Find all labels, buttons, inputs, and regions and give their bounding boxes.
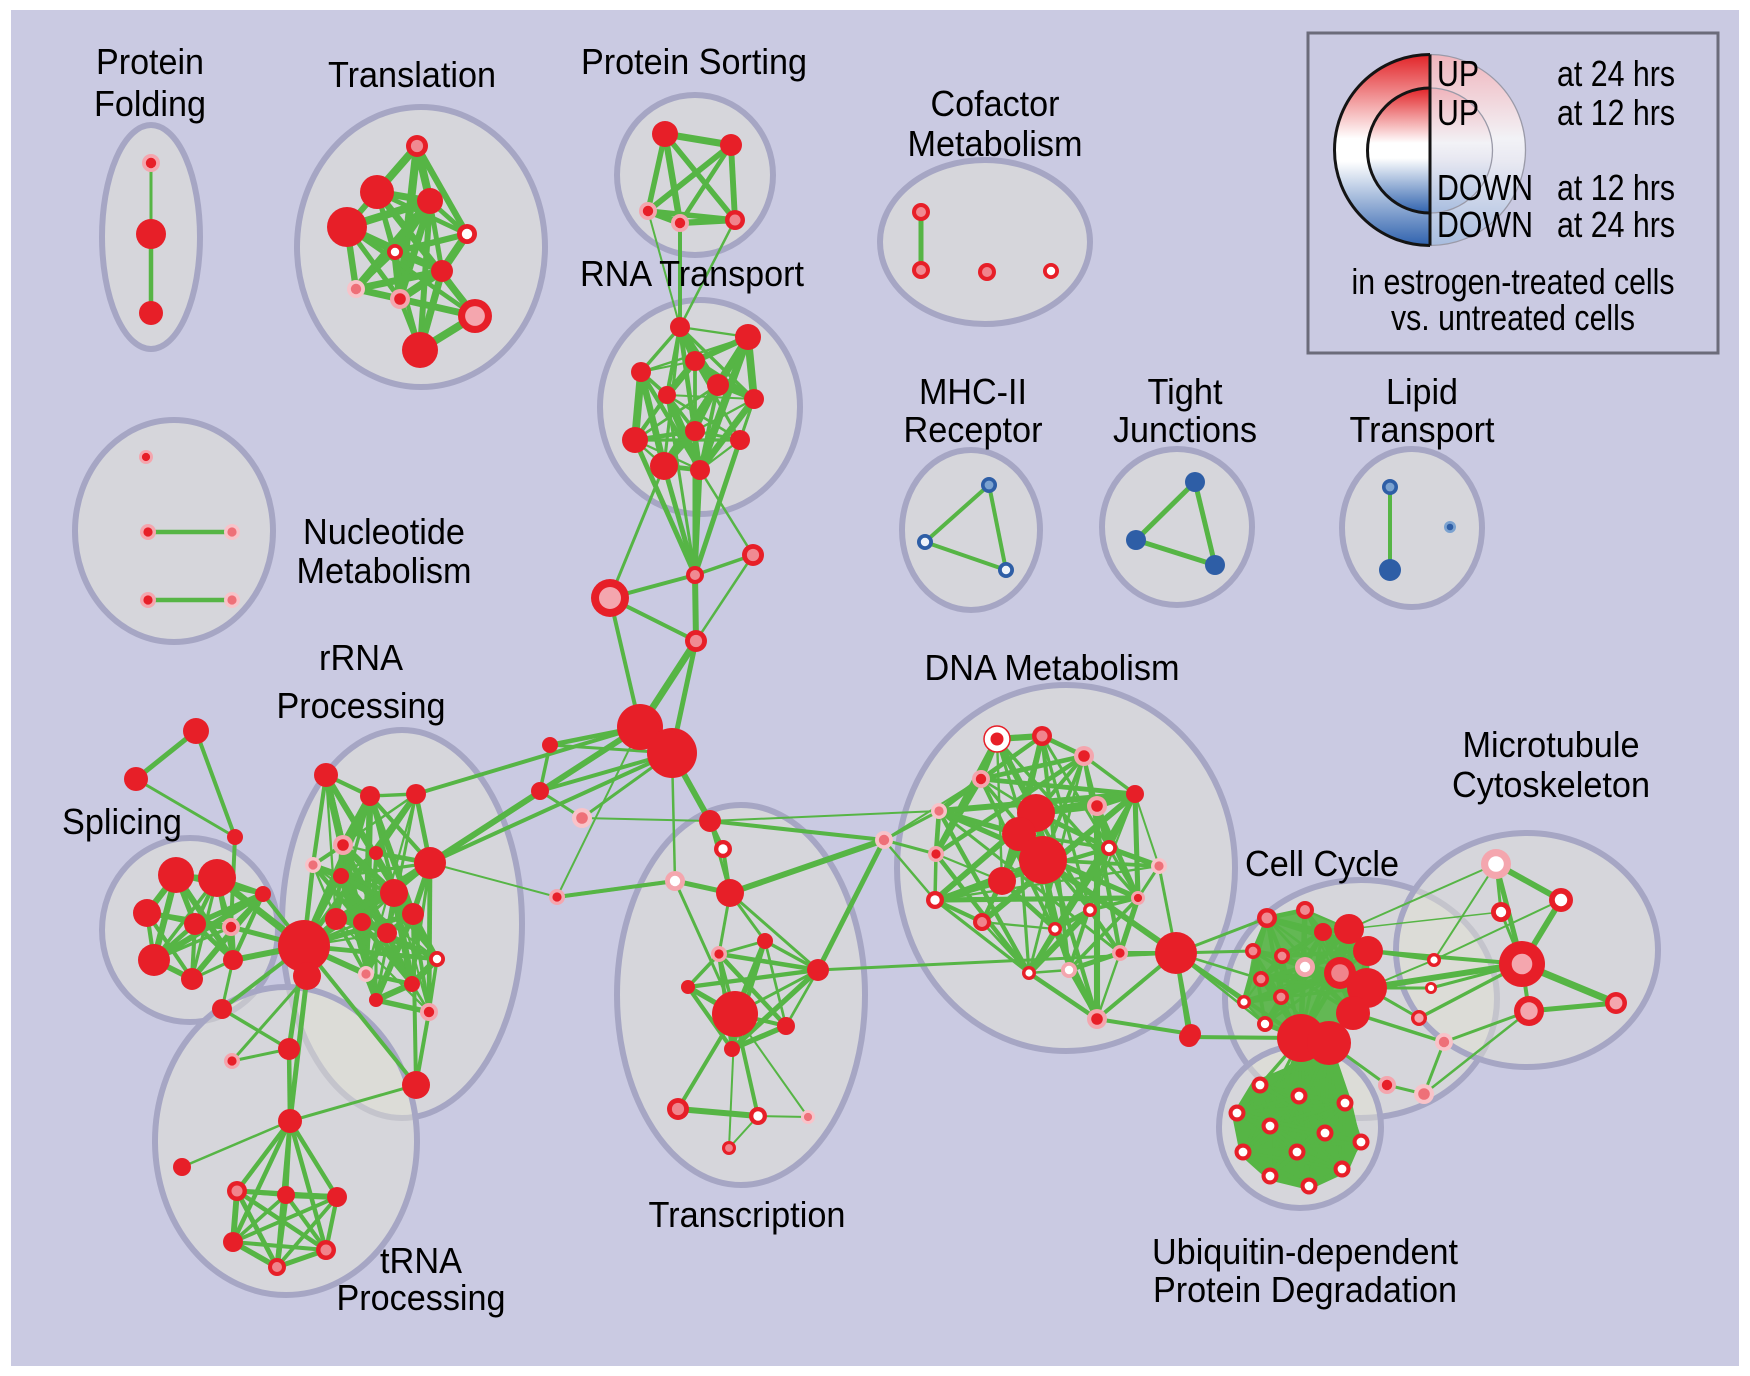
svg-text:Microtubule: Microtubule: [1463, 724, 1640, 765]
svg-text:Processing: Processing: [337, 1277, 506, 1318]
svg-text:at 24 hrs: at 24 hrs: [1557, 204, 1675, 245]
svg-text:MHC-II: MHC-II: [919, 371, 1027, 412]
svg-text:in estrogen-treated cells: in estrogen-treated cells: [1352, 261, 1675, 302]
svg-text:DNA Metabolism: DNA Metabolism: [925, 647, 1180, 688]
svg-text:at 12 hrs: at 12 hrs: [1557, 92, 1675, 133]
svg-text:tRNA: tRNA: [380, 1240, 462, 1281]
svg-text:Ubiquitin-dependent: Ubiquitin-dependent: [1152, 1231, 1458, 1272]
svg-text:Cell Cycle: Cell Cycle: [1245, 843, 1399, 884]
svg-text:Receptor: Receptor: [904, 409, 1043, 450]
svg-text:at 12 hrs: at 12 hrs: [1557, 167, 1675, 208]
svg-text:Tight: Tight: [1148, 371, 1223, 412]
svg-text:UP: UP: [1437, 53, 1479, 94]
svg-text:Transcription: Transcription: [649, 1194, 846, 1235]
svg-text:Metabolism: Metabolism: [908, 123, 1083, 164]
svg-text:Splicing: Splicing: [62, 801, 182, 842]
svg-text:Cytoskeleton: Cytoskeleton: [1452, 764, 1650, 805]
svg-text:Metabolism: Metabolism: [297, 550, 472, 591]
svg-text:Protein Degradation: Protein Degradation: [1153, 1269, 1457, 1310]
svg-text:at 24 hrs: at 24 hrs: [1557, 53, 1675, 94]
svg-text:vs. untreated cells: vs. untreated cells: [1391, 297, 1635, 338]
svg-text:RNA Transport: RNA Transport: [580, 253, 804, 294]
svg-text:Protein: Protein: [96, 41, 204, 82]
svg-text:Folding: Folding: [94, 83, 206, 124]
svg-text:Nucleotide: Nucleotide: [303, 511, 465, 552]
svg-text:DOWN: DOWN: [1437, 167, 1533, 208]
svg-text:UP: UP: [1437, 92, 1479, 133]
svg-text:Lipid: Lipid: [1386, 371, 1458, 412]
svg-text:DOWN: DOWN: [1437, 204, 1533, 245]
svg-text:rRNA: rRNA: [319, 637, 403, 678]
svg-text:Processing: Processing: [277, 685, 446, 726]
svg-text:Cofactor: Cofactor: [931, 83, 1060, 124]
svg-text:Junctions: Junctions: [1113, 409, 1257, 450]
svg-text:Transport: Transport: [1350, 409, 1495, 450]
svg-text:Translation: Translation: [328, 54, 496, 95]
svg-text:Protein Sorting: Protein Sorting: [581, 41, 807, 82]
